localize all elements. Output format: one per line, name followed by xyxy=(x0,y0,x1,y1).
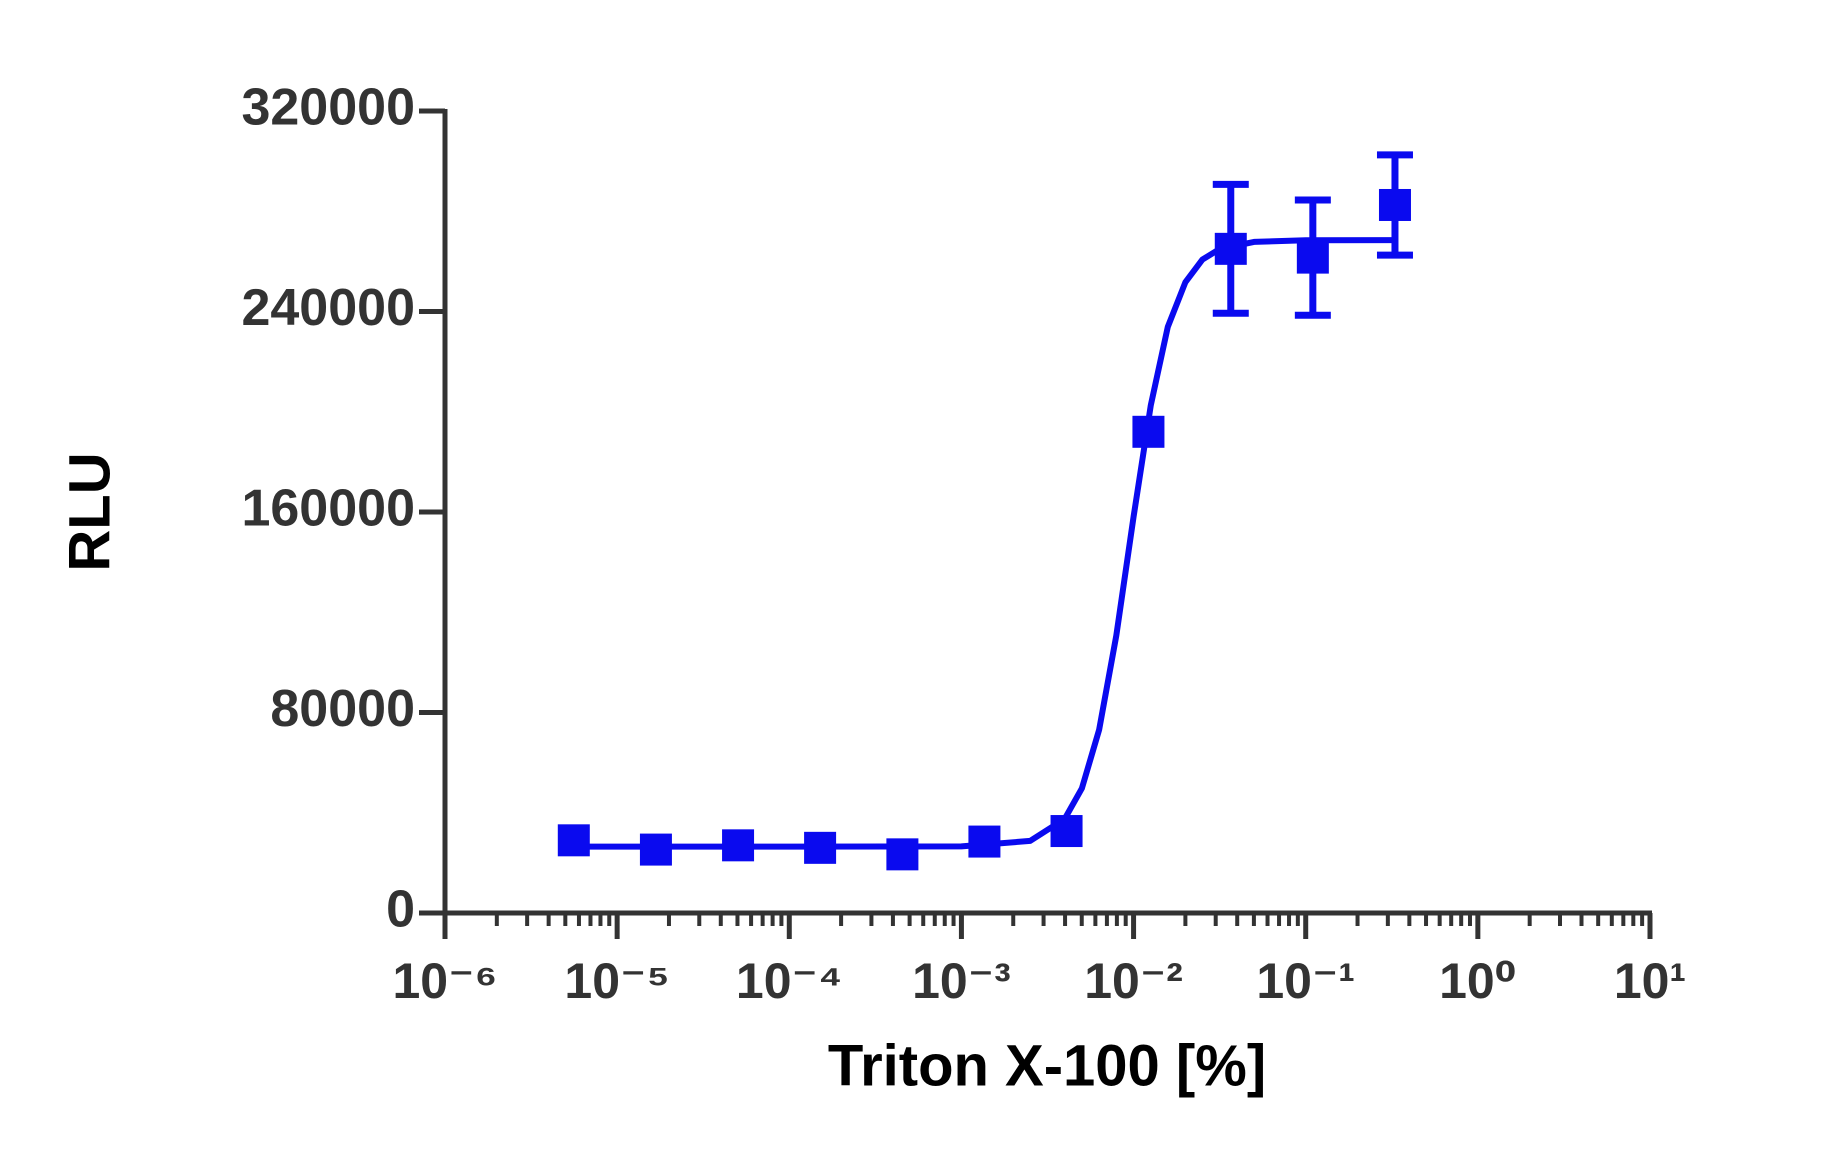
x-tick-label: 10⁻⁵ xyxy=(564,953,670,1009)
x-tick-label: 10¹ xyxy=(1614,953,1686,1009)
point xyxy=(1132,415,1165,448)
x-tick-label: 10⁻⁶ xyxy=(392,953,497,1009)
y-tick-label: 320000 xyxy=(241,79,415,137)
y-axis-label: RLU xyxy=(57,452,122,571)
y-tick-label: 160000 xyxy=(241,480,415,538)
point xyxy=(1378,188,1411,221)
point xyxy=(1214,232,1247,265)
y-tick-label: 80000 xyxy=(270,680,415,738)
x-tick-label: 10⁻² xyxy=(1084,953,1183,1009)
point xyxy=(968,825,1001,858)
fit-curve xyxy=(573,237,1396,850)
x-axis-label: Triton X-100 [%] xyxy=(828,1033,1266,1098)
y-tick-label: 0 xyxy=(386,881,415,939)
y-tick-label: 240000 xyxy=(241,279,415,337)
point xyxy=(639,833,672,866)
point xyxy=(804,831,837,864)
x-tick-label: 10⁻⁴ xyxy=(736,953,843,1009)
x-tick-label: 10⁰ xyxy=(1439,953,1517,1009)
x-tick-label: 10⁻¹ xyxy=(1256,953,1355,1009)
point xyxy=(722,829,755,862)
point xyxy=(557,824,590,857)
x-tick-label: 10⁻³ xyxy=(912,953,1011,1009)
point xyxy=(1050,815,1083,848)
point xyxy=(886,838,919,871)
point xyxy=(1296,241,1329,274)
